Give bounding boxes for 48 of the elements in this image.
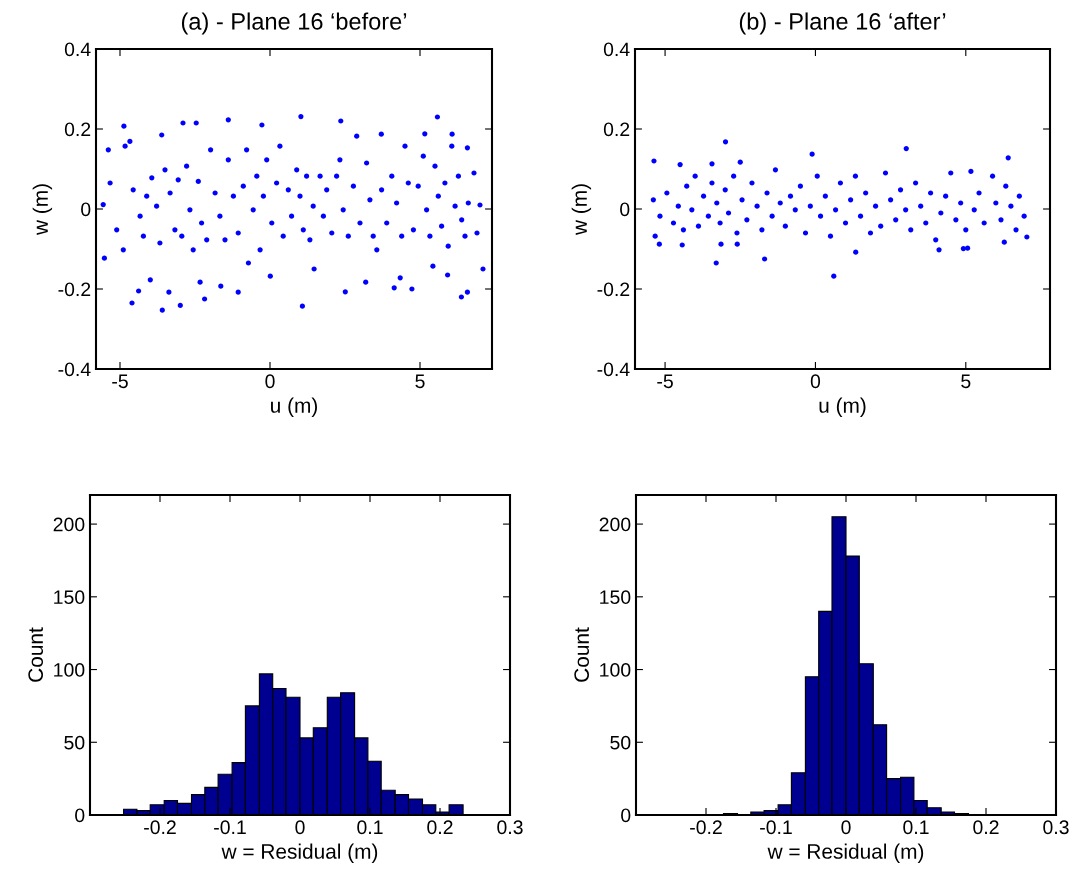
x-tick-label: -5 [657, 374, 673, 389]
x-tick-label: 5 [961, 374, 971, 389]
x-tick-label: -0.1 [760, 820, 792, 835]
y-tick-label: -0.2 [597, 282, 630, 297]
x-axis-title: u (m) [271, 397, 318, 417]
chart-title: (a) - Plane 16 ‘before’ [181, 12, 407, 35]
x-tick-label: -5 [112, 374, 128, 389]
y-tick-label: -0.4 [58, 362, 91, 377]
x-axis-title: w = Residual (m) [221, 843, 378, 863]
x-tick-label: 0.2 [973, 820, 999, 835]
y-tick-label: 100 [600, 663, 631, 677]
x-tick-label: -0.2 [690, 820, 722, 835]
y-tick-label: 100 [54, 663, 85, 677]
y-tick-label: 0 [620, 202, 630, 217]
y-tick-label: 200 [53, 517, 85, 532]
x-tick-label: 0.3 [1043, 820, 1069, 835]
x-tick-label: -0.1 [214, 820, 246, 835]
y-tick-label: 0 [81, 202, 91, 217]
y-tick-label: 0.2 [603, 122, 630, 137]
x-tick-label: 0 [295, 820, 305, 835]
y-tick-label: 0 [75, 808, 85, 823]
y-tick-label: 50 [64, 735, 85, 750]
x-axis-title: w = Residual (m) [767, 843, 924, 863]
x-tick-label: 0.1 [903, 820, 929, 835]
chart-title: (b) - Plane 16 ‘after’ [739, 12, 946, 35]
y-tick-label: 50 [610, 735, 631, 750]
x-tick-label: -0.2 [144, 820, 176, 835]
y-tick-label: 150 [54, 590, 85, 605]
y-axis-title: w (m) [32, 184, 53, 236]
y-axis-title: Count [574, 627, 590, 682]
x-tick-label: 0.1 [357, 820, 383, 835]
x-axis-title: u (m) [819, 397, 866, 417]
y-tick-label: 0.4 [64, 42, 91, 57]
x-tick-label: 0.3 [497, 820, 523, 835]
y-tick-label: 0.4 [603, 42, 630, 57]
y-tick-label: -0.4 [597, 362, 630, 377]
y-axis-title: Count [28, 627, 44, 682]
y-tick-label: 0.2 [64, 122, 91, 137]
y-tick-label: 200 [599, 517, 631, 532]
x-tick-label: 0.2 [427, 820, 453, 835]
x-tick-label: 0 [841, 820, 851, 835]
x-tick-label: 0 [810, 374, 821, 389]
x-tick-label: 0 [265, 374, 275, 389]
y-tick-label: 150 [600, 590, 631, 605]
x-tick-label: 5 [415, 374, 425, 389]
y-tick-label: 0 [621, 808, 631, 823]
y-axis-title: w (m) [571, 184, 592, 236]
y-tick-label: -0.2 [58, 282, 91, 297]
